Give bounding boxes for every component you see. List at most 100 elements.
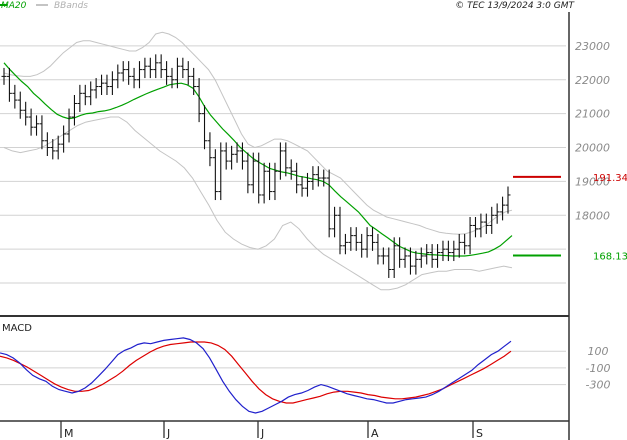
price-bar	[332, 206, 338, 238]
price-bar	[397, 237, 403, 268]
price-bar	[283, 142, 289, 177]
month-label: S	[476, 427, 483, 440]
price-bar	[207, 132, 213, 167]
price-bar	[494, 203, 500, 224]
bbands-lower-line	[3, 116, 513, 291]
month-label: A	[371, 427, 379, 440]
price-bar	[326, 169, 332, 238]
price-bar	[82, 84, 88, 106]
price-bar	[218, 142, 224, 201]
price-bar	[126, 61, 132, 85]
price-bar	[288, 159, 294, 180]
price-bar	[337, 206, 343, 255]
price-bar	[342, 233, 348, 255]
macd-axis-labels: 100 -100 -300	[586, 345, 611, 391]
price-bar	[315, 166, 321, 187]
price-bar	[472, 216, 478, 238]
price-tick-label: 19000	[575, 175, 610, 188]
price-bar	[12, 84, 18, 109]
price-bar	[435, 244, 441, 268]
price-bar	[50, 139, 56, 160]
price-bar	[445, 240, 451, 262]
price-bar	[370, 227, 376, 251]
price-bar	[375, 233, 381, 265]
price-bar	[115, 64, 121, 89]
price-bar	[245, 152, 251, 194]
price-bar	[462, 233, 468, 255]
price-bar	[99, 74, 105, 96]
price-bar	[104, 74, 110, 96]
price-bars	[1, 54, 511, 278]
price-bar	[505, 186, 511, 214]
price-bar	[23, 101, 29, 126]
price-bar	[386, 247, 392, 278]
price-bar	[174, 57, 180, 89]
price-bar	[158, 54, 164, 79]
macd-tick-label: -100	[586, 362, 611, 375]
price-bar	[489, 206, 495, 234]
price-bar	[321, 169, 327, 187]
price-bar	[267, 162, 273, 201]
price-bar	[142, 57, 148, 79]
price-bar	[131, 67, 137, 89]
price-bar	[44, 132, 50, 156]
price-bar	[6, 67, 12, 102]
price-bar	[229, 145, 235, 170]
price-bar	[55, 135, 61, 160]
month-label: J	[166, 427, 170, 440]
price-bar	[391, 237, 397, 278]
price-levels: 191.34 168.13	[513, 173, 627, 263]
price-level-label: 168.13	[593, 252, 627, 263]
price-bar	[169, 67, 175, 89]
price-bar	[272, 162, 278, 201]
price-bar	[109, 71, 115, 96]
price-grid	[0, 45, 566, 284]
price-bar	[261, 162, 267, 204]
price-bar	[294, 162, 300, 194]
price-bar	[196, 78, 202, 123]
price-axis-labels: 18000 19000 20000 21000 22000 23000	[575, 40, 610, 222]
bbands-legend-label: BBands	[54, 1, 88, 11]
price-bar	[256, 152, 262, 204]
price-bar	[413, 250, 419, 275]
price-bar	[88, 81, 94, 106]
price-bar	[310, 166, 316, 190]
price-bar	[456, 233, 462, 258]
price-bar	[500, 196, 506, 221]
price-bar	[440, 240, 446, 262]
price-bar	[353, 227, 359, 251]
price-bar	[71, 95, 77, 126]
price-bar	[483, 213, 489, 234]
price-level-label: 191.34	[593, 173, 627, 184]
price-bar	[39, 115, 45, 150]
chart-header: MA20 BBands © TEC 13/9/2024 3:0 GMT	[0, 1, 576, 11]
price-tick-label: 18000	[575, 209, 610, 222]
macd-title: MACD	[2, 323, 32, 334]
macd-tick-label: 100	[588, 345, 609, 358]
price-bar	[66, 108, 72, 143]
price-bar	[364, 227, 370, 258]
price-bar	[180, 57, 186, 79]
price-bar	[234, 142, 240, 163]
price-bar	[299, 176, 305, 197]
price-bar	[467, 216, 473, 255]
price-bar	[28, 108, 34, 136]
price-bar	[424, 244, 430, 265]
price-bar	[212, 149, 218, 201]
price-bar	[402, 247, 408, 268]
price-bar	[77, 84, 83, 112]
price-bar	[153, 54, 159, 79]
price-bar	[239, 142, 245, 170]
price-bar	[223, 142, 229, 170]
price-bar	[304, 172, 310, 197]
price-bar	[429, 244, 435, 268]
price-bar	[136, 61, 142, 89]
price-bar	[277, 142, 283, 180]
price-tick-label: 20000	[575, 142, 610, 155]
price-bar	[93, 78, 99, 99]
ma20-line	[3, 62, 513, 257]
price-panel: 18000 19000 20000 21000 22000 23000 191.34 168…	[0, 31, 627, 291]
price-bar	[418, 247, 424, 268]
price-bar	[34, 115, 40, 136]
